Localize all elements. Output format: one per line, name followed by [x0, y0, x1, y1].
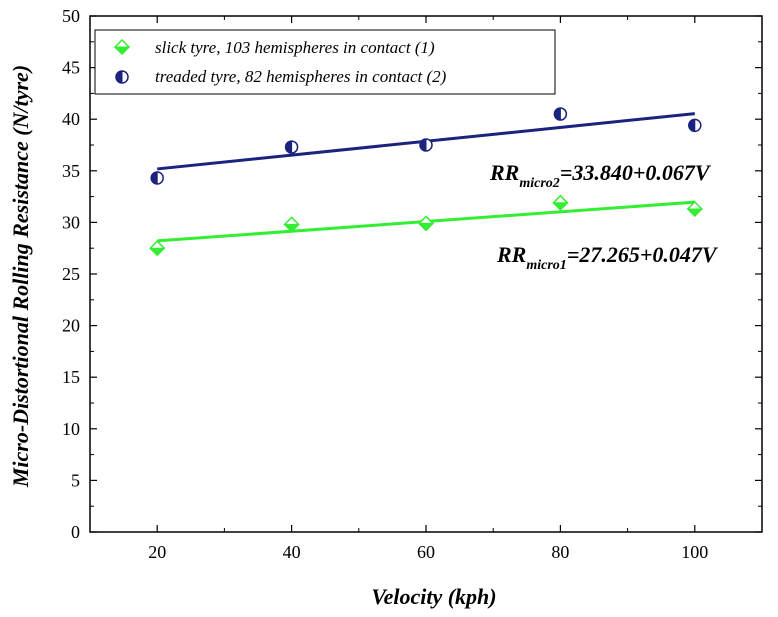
- data-point-series-1: [552, 194, 569, 211]
- y-tick-label: 30: [62, 212, 80, 232]
- y-tick-label: 5: [71, 470, 80, 490]
- equation-micro2-sub: micro2: [519, 176, 559, 191]
- data-point-series-1: [686, 200, 704, 218]
- equation-micro1-rest: =27.265+0.047V: [567, 242, 719, 267]
- y-tick-label: 40: [62, 109, 80, 129]
- x-tick-label: 60: [417, 542, 435, 562]
- data-point-series-2: [419, 138, 433, 152]
- data-point-series-2: [150, 171, 164, 185]
- y-tick-label: 10: [62, 419, 80, 439]
- equation-micro2: RRmicro2=33.840+0.067V: [489, 160, 712, 191]
- y-axis-title: Micro-Distortional Rolling Resistance (N…: [8, 65, 33, 488]
- y-tick-label: 45: [62, 58, 80, 78]
- data-point-series-2: [553, 107, 568, 121]
- legend-label-treaded-tyre: treaded tyre, 82 hemispheres in contact …: [155, 67, 447, 86]
- y-tick-label: 15: [62, 367, 80, 387]
- legend-diamond-icon: [113, 38, 131, 56]
- y-tick-label: 20: [62, 316, 80, 336]
- x-tick-label: 20: [148, 542, 166, 562]
- y-tick-label: 0: [71, 522, 80, 542]
- legend-label-slick-tyre: slick tyre, 103 hemispheres in contact (…: [155, 38, 435, 57]
- legend-circle-icon: [115, 70, 129, 84]
- data-points: [148, 107, 704, 257]
- legend-marker-slick-tyre: [113, 38, 131, 56]
- equation-micro2-main: RR: [489, 160, 519, 185]
- data-point-series-1: [417, 215, 435, 232]
- equation-micro1: RRmicro1=27.265+0.047V: [496, 242, 719, 273]
- equation-micro1-main: RR: [496, 242, 526, 267]
- data-point-series-2: [284, 140, 299, 154]
- data-point-series-1: [283, 216, 300, 233]
- data-point-series-1: [148, 240, 166, 257]
- equation-micro2-rest: =33.840+0.067V: [560, 160, 712, 185]
- legend: slick tyre, 103 hemispheres in contact (…: [94, 29, 556, 95]
- y-tick-label: 25: [62, 264, 80, 284]
- legend-marker-treaded-tyre: [115, 70, 129, 84]
- legend-box: [94, 29, 556, 95]
- y-tick-label: 35: [62, 161, 80, 181]
- x-tick-label: 40: [283, 542, 301, 562]
- x-axis-title: Velocity (kph): [371, 584, 496, 609]
- data-point-series-2: [688, 118, 702, 133]
- y-tick-label: 50: [62, 6, 80, 26]
- x-tick-label: 80: [551, 542, 569, 562]
- x-tick-label: 100: [681, 542, 708, 562]
- axes: 0 5 10 15 20 25 30 35 40 45 50 20 40 60 80 100: [62, 6, 763, 562]
- equation-micro1-sub: micro1: [526, 258, 566, 273]
